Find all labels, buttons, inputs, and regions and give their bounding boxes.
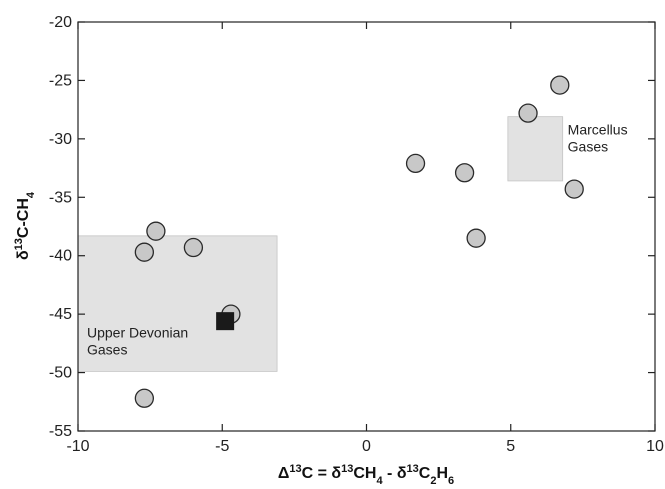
x-axis-title: Δ13C = δ13CH4 - δ13C2H6	[278, 463, 454, 487]
x-tick-label: 5	[506, 438, 515, 455]
region-label-1: Upper Devonian Gases	[87, 324, 188, 357]
data-point-circle	[134, 388, 155, 408]
data-point-circle	[146, 221, 166, 241]
y-tick-label: -30	[49, 131, 72, 148]
region-box-0	[507, 116, 564, 182]
data-point-circle	[405, 153, 426, 174]
regions-layer: Marcellus Gases Upper Devonian Gases	[77, 116, 628, 372]
data-point-circle	[564, 179, 584, 199]
data-point-square	[216, 312, 235, 331]
region-box-1	[77, 235, 278, 372]
y-tick-label: -45	[49, 306, 72, 323]
data-point-circle	[454, 163, 475, 183]
points-layer	[134, 75, 584, 408]
data-point-circle	[550, 75, 570, 95]
x-tick-label: 0	[362, 438, 371, 455]
ticks-layer: -10 -5 0 5 10-20-25-30-35-40-45-50-55	[49, 14, 664, 455]
y-tick-label: -50	[49, 365, 72, 382]
x-tick-label: 10	[646, 438, 664, 455]
y-tick-label: -25	[49, 72, 72, 89]
y-tick-label: -35	[49, 189, 72, 206]
y-axis-title: δ13C-CH4	[13, 191, 37, 260]
data-point-circle	[466, 228, 486, 248]
y-tick-label: -55	[49, 423, 72, 440]
y-tick-label: -20	[49, 14, 72, 31]
y-tick-label: -40	[49, 248, 72, 265]
data-point-circle	[518, 103, 538, 123]
x-tick-label: -5	[215, 438, 229, 455]
data-point-circle	[183, 237, 204, 258]
x-tick-label: -10	[66, 438, 89, 455]
data-point-circle	[134, 242, 155, 262]
region-label-0: Marcellus Gases	[568, 122, 628, 155]
